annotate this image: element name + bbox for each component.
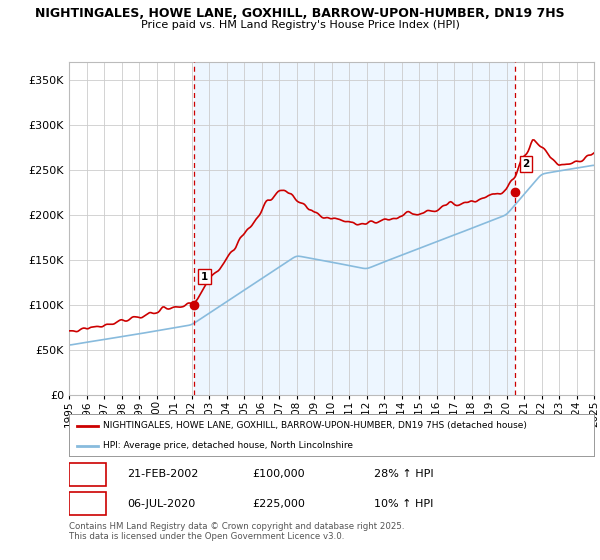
- Text: 28% ↑ HPI: 28% ↑ HPI: [373, 469, 433, 479]
- Text: NIGHTINGALES, HOWE LANE, GOXHILL, BARROW-UPON-HUMBER, DN19 7HS: NIGHTINGALES, HOWE LANE, GOXHILL, BARROW…: [35, 7, 565, 20]
- FancyBboxPatch shape: [69, 492, 106, 515]
- Text: 1: 1: [201, 272, 208, 282]
- Text: Contains HM Land Registry data © Crown copyright and database right 2025.
This d: Contains HM Land Registry data © Crown c…: [69, 522, 404, 542]
- Bar: [194, 62, 515, 395]
- Text: 06-JUL-2020: 06-JUL-2020: [127, 498, 195, 508]
- Text: £225,000: £225,000: [253, 498, 305, 508]
- Text: £100,000: £100,000: [253, 469, 305, 479]
- Text: 1: 1: [83, 469, 91, 479]
- Text: 2: 2: [523, 159, 530, 169]
- Text: Price paid vs. HM Land Registry's House Price Index (HPI): Price paid vs. HM Land Registry's House …: [140, 20, 460, 30]
- Text: 10% ↑ HPI: 10% ↑ HPI: [373, 498, 433, 508]
- Text: NIGHTINGALES, HOWE LANE, GOXHILL, BARROW-UPON-HUMBER, DN19 7HS (detached house): NIGHTINGALES, HOWE LANE, GOXHILL, BARROW…: [103, 421, 527, 430]
- Text: HPI: Average price, detached house, North Lincolnshire: HPI: Average price, detached house, Nort…: [103, 441, 353, 450]
- Text: 21-FEB-2002: 21-FEB-2002: [127, 469, 198, 479]
- FancyBboxPatch shape: [69, 463, 106, 486]
- Text: 2: 2: [83, 498, 91, 508]
